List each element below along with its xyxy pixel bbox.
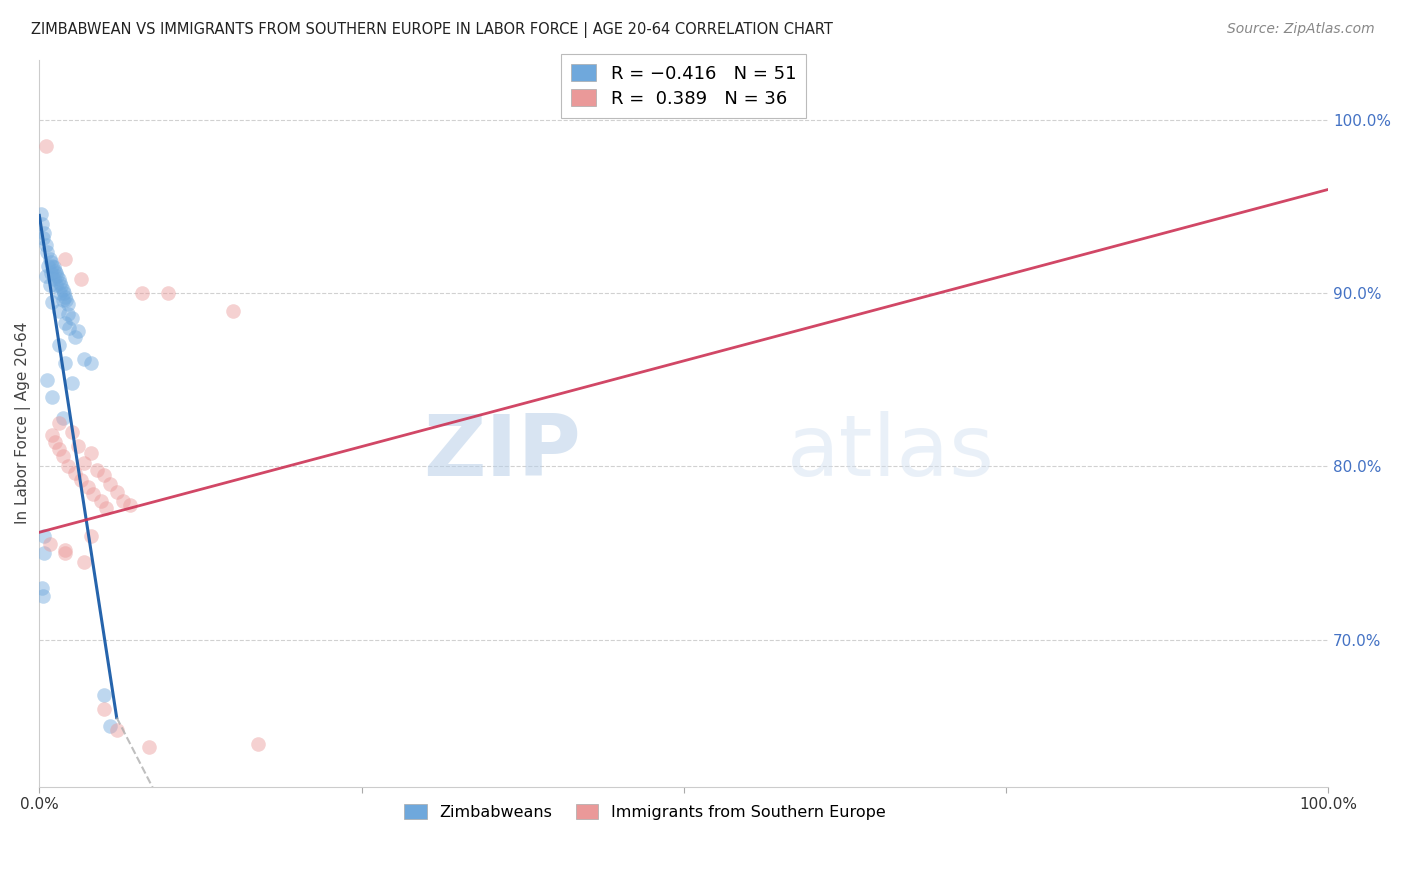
Point: [55, 293, 77, 308]
Text: Source: ZipAtlas.com: Source: ZipAtlas.com: [1227, 22, 1375, 37]
Point: [30, 207, 52, 221]
Point: [112, 494, 135, 508]
Text: atlas: atlas: [787, 411, 995, 494]
Point: [53, 290, 76, 304]
Point: [46, 268, 69, 283]
Point: [34, 226, 56, 240]
Point: [131, 286, 153, 301]
Point: [44, 264, 66, 278]
Point: [32, 590, 55, 604]
Point: [93, 702, 115, 716]
Point: [105, 723, 128, 737]
Point: [65, 467, 87, 481]
Point: [53, 252, 76, 266]
Point: [157, 286, 180, 301]
Point: [98, 476, 121, 491]
Point: [80, 529, 103, 543]
Point: [34, 529, 56, 543]
Y-axis label: In Labor Force | Age 20-64: In Labor Force | Age 20-64: [15, 322, 31, 524]
Point: [96, 501, 118, 516]
Point: [77, 480, 100, 494]
Point: [39, 255, 62, 269]
Point: [49, 276, 72, 290]
Legend: Zimbabweans, Immigrants from Southern Europe: Zimbabweans, Immigrants from Southern Eu…: [398, 797, 893, 826]
Point: [98, 719, 121, 733]
Point: [39, 266, 62, 280]
Point: [86, 463, 108, 477]
Point: [48, 416, 70, 430]
Point: [32, 231, 55, 245]
Point: [53, 542, 76, 557]
Point: [66, 439, 89, 453]
Point: [58, 321, 80, 335]
Point: [69, 272, 91, 286]
Point: [80, 356, 103, 370]
Point: [31, 581, 53, 595]
Point: [51, 279, 73, 293]
Point: [35, 244, 58, 259]
Point: [51, 293, 73, 308]
Point: [52, 286, 75, 301]
Point: [38, 537, 60, 551]
Point: [35, 139, 58, 153]
Point: [60, 425, 83, 439]
Point: [48, 303, 70, 318]
Point: [49, 286, 72, 301]
Point: [35, 238, 58, 252]
Point: [31, 217, 53, 231]
Point: [34, 546, 56, 560]
Point: [42, 272, 65, 286]
Point: [48, 338, 70, 352]
Point: [44, 435, 66, 450]
Point: [56, 307, 79, 321]
Point: [90, 494, 112, 508]
Point: [51, 411, 73, 425]
Point: [93, 468, 115, 483]
Point: [118, 498, 141, 512]
Point: [221, 303, 243, 318]
Point: [56, 459, 79, 474]
Point: [41, 428, 63, 442]
Point: [69, 474, 91, 488]
Point: [41, 259, 63, 273]
Point: [73, 456, 96, 470]
Point: [45, 266, 67, 280]
Point: [53, 356, 76, 370]
Point: [105, 485, 128, 500]
Point: [42, 260, 65, 275]
Point: [138, 739, 160, 754]
Point: [38, 252, 60, 266]
Point: [53, 546, 76, 560]
Point: [45, 277, 67, 292]
Point: [37, 259, 59, 273]
Text: ZIP: ZIP: [423, 411, 581, 494]
Point: [247, 737, 270, 751]
Point: [80, 445, 103, 459]
Point: [60, 376, 83, 391]
Point: [41, 390, 63, 404]
Point: [73, 352, 96, 367]
Point: [51, 449, 73, 463]
Point: [65, 329, 87, 343]
Point: [56, 297, 79, 311]
Point: [48, 272, 70, 286]
Point: [35, 373, 58, 387]
Point: [38, 277, 60, 292]
Text: ZIMBABWEAN VS IMMIGRANTS FROM SOUTHERN EUROPE IN LABOR FORCE | AGE 20-64 CORRELA: ZIMBABWEAN VS IMMIGRANTS FROM SOUTHERN E…: [31, 22, 832, 38]
Point: [48, 442, 70, 457]
Point: [51, 283, 73, 297]
Point: [53, 316, 76, 330]
Point: [41, 295, 63, 310]
Point: [60, 310, 83, 325]
Point: [73, 555, 96, 569]
Point: [82, 487, 104, 501]
Point: [35, 268, 58, 283]
Point: [66, 325, 89, 339]
Point: [93, 688, 115, 702]
